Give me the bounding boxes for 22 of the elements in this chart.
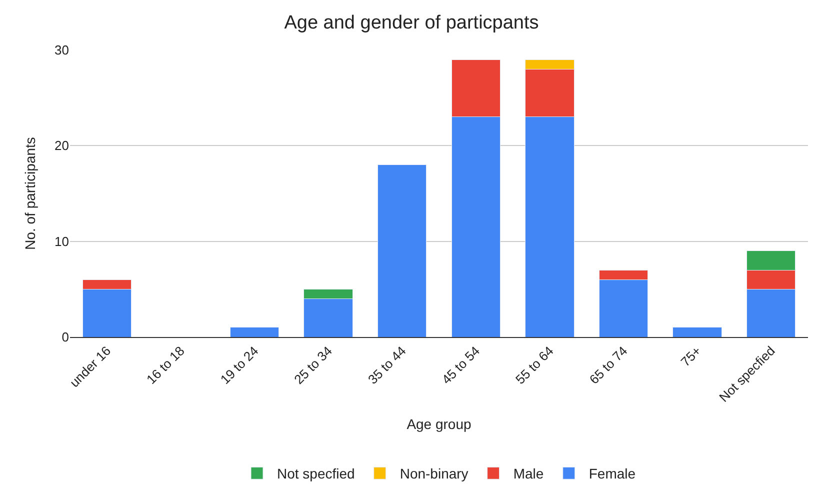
x-tick-label: 75+	[678, 343, 704, 370]
bar	[230, 327, 280, 337]
y-tick-label: 10	[54, 234, 69, 249]
y-axis-title: No. of participants	[22, 137, 38, 250]
legend-label: Female	[588, 466, 636, 482]
chart-title: Age and gender of particpants	[284, 12, 539, 34]
x-tick-label: 35 to 44	[364, 343, 409, 388]
x-tick-label: 55 to 64	[512, 343, 556, 388]
x-tick-label: 65 to 74	[586, 343, 630, 388]
y-tick-label: 0	[62, 330, 69, 345]
x-axis-title: Age group	[406, 416, 472, 432]
legend-label: Non-binary	[400, 466, 468, 482]
y-tick-label: 30	[54, 42, 69, 58]
x-tick-label: 45 to 54	[438, 343, 483, 388]
legend-label: Male	[513, 466, 544, 482]
bar	[378, 164, 427, 337]
x-tick-label: 19 to 24	[217, 343, 262, 388]
x-tick-label: 25 to 34	[291, 343, 336, 388]
x-tick-label: 16 to 18	[144, 343, 188, 388]
y-tick-label: 20	[54, 138, 69, 154]
legend-label: Not specfied	[277, 466, 355, 482]
bar	[672, 327, 722, 337]
